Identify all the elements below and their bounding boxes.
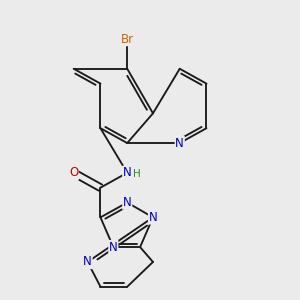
Text: Br: Br xyxy=(121,32,134,46)
Text: N: N xyxy=(109,241,118,254)
Text: N: N xyxy=(148,211,157,224)
Text: H: H xyxy=(133,169,141,179)
Text: N: N xyxy=(123,166,132,179)
Text: N: N xyxy=(175,136,184,150)
Text: N: N xyxy=(123,196,132,209)
Text: O: O xyxy=(69,166,78,179)
Text: N: N xyxy=(83,256,92,268)
